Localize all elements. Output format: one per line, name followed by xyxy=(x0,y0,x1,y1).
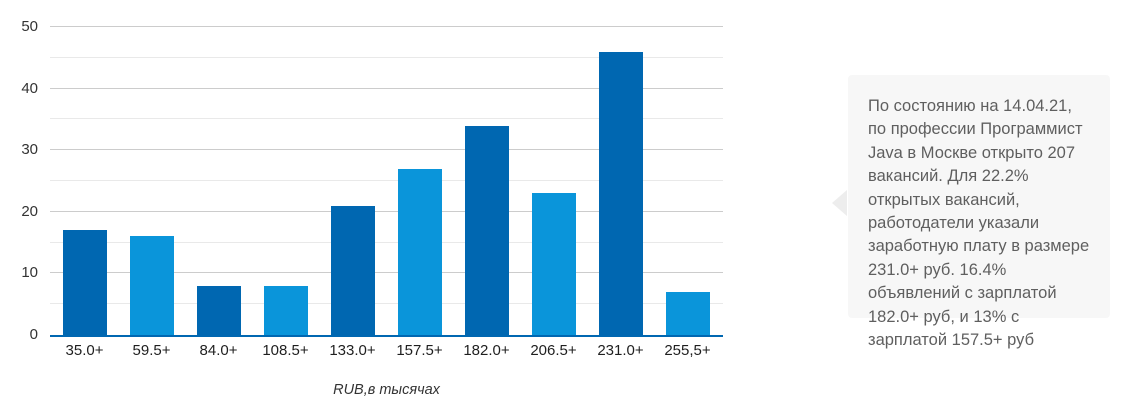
bar-slot xyxy=(118,27,185,335)
bar-slot xyxy=(654,27,721,335)
x-tick-label: 206.5+ xyxy=(530,342,577,359)
y-tick-label: 40 xyxy=(21,79,38,97)
plot-area xyxy=(50,26,723,337)
info-panel-text: По состоянию на 14.04.21, по профессии П… xyxy=(868,97,1090,350)
bar-255,5+[interactable] xyxy=(665,291,710,335)
gridline xyxy=(50,180,723,181)
bar-slot xyxy=(520,27,587,335)
x-tick-label: 231.0+ xyxy=(597,342,644,359)
gridline xyxy=(50,149,723,151)
x-axis: 35.0+ 59.5+ 84.0+ 108.5+ 133.0+ 157.5+ 182.0+ 2… xyxy=(51,342,721,359)
bar-231.0+[interactable] xyxy=(598,51,643,335)
bar-slot xyxy=(453,27,520,335)
gridline xyxy=(50,26,723,27)
x-tick-label: 108.5+ xyxy=(262,342,309,359)
bar-slot xyxy=(185,27,252,335)
gridline xyxy=(50,56,723,58)
bar-206.5+[interactable] xyxy=(531,193,576,335)
bar-59.5+[interactable] xyxy=(129,236,174,335)
bar-slot xyxy=(587,27,654,335)
bar-157.5+[interactable] xyxy=(397,168,442,335)
x-tick-label: 157.5+ xyxy=(396,342,443,359)
salary-histogram: 0 10 20 30 40 50 35.0+ 59.5+ 84.0+ 108.5+ 133.0+ 1… xyxy=(21,18,723,398)
gridline xyxy=(50,241,723,243)
gridline xyxy=(50,210,723,212)
bar-182.0+[interactable] xyxy=(464,125,509,335)
info-panel: По состоянию на 14.04.21, по профессии П… xyxy=(848,75,1110,349)
y-tick-label: 20 xyxy=(21,202,38,220)
y-tick-label: 50 xyxy=(21,18,38,35)
x-tick-label: 84.0+ xyxy=(199,342,238,359)
y-tick-label: 30 xyxy=(21,141,38,159)
x-tick-label: 59.5+ xyxy=(132,342,171,359)
y-tick-label: 0 xyxy=(29,326,38,343)
x-tick-label: 35.0+ xyxy=(65,342,104,359)
bar-84.0+[interactable] xyxy=(196,285,241,335)
gridline xyxy=(50,87,723,89)
gridline xyxy=(50,272,723,274)
y-tick-label: 10 xyxy=(21,264,38,282)
gridline xyxy=(50,303,723,305)
bar-series xyxy=(51,27,721,335)
x-tick-label: 255,5+ xyxy=(664,342,711,359)
x-axis-title: RUB,в тысячах xyxy=(333,382,440,398)
bar-35.0+[interactable] xyxy=(62,230,107,335)
chevron-left-icon[interactable] xyxy=(828,189,850,217)
bar-slot xyxy=(252,27,319,335)
x-tick-label: 133.0+ xyxy=(329,342,376,359)
bar-slot xyxy=(51,27,118,335)
bar-133.0+[interactable] xyxy=(330,205,375,335)
bar-slot xyxy=(386,27,453,335)
bar-slot xyxy=(319,27,386,335)
x-tick-label: 182.0+ xyxy=(463,342,510,359)
bar-108.5+[interactable] xyxy=(263,285,308,335)
gridline xyxy=(50,118,723,120)
